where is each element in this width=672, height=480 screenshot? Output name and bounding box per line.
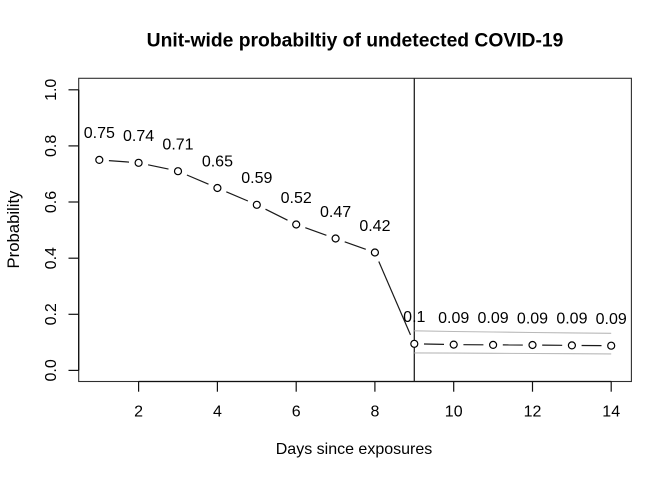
svg-text:8: 8 — [370, 404, 379, 421]
svg-text:0.71: 0.71 — [162, 137, 193, 154]
svg-text:0.8: 0.8 — [43, 135, 60, 157]
svg-text:Days since exposures: Days since exposures — [276, 441, 433, 458]
svg-text:0.09: 0.09 — [517, 310, 548, 327]
svg-text:6: 6 — [292, 404, 301, 421]
svg-text:Probability: Probability — [4, 190, 23, 269]
svg-text:2: 2 — [134, 404, 143, 421]
svg-text:0.2: 0.2 — [43, 303, 60, 325]
svg-text:0.52: 0.52 — [281, 190, 312, 207]
svg-text:1.0: 1.0 — [43, 79, 60, 101]
svg-text:0.09: 0.09 — [478, 310, 509, 327]
svg-text:0.0: 0.0 — [43, 359, 60, 381]
svg-text:0.47: 0.47 — [320, 204, 351, 221]
svg-text:4: 4 — [213, 404, 222, 421]
svg-text:10: 10 — [445, 404, 463, 421]
svg-text:12: 12 — [524, 404, 542, 421]
svg-text:0.09: 0.09 — [556, 311, 587, 328]
svg-text:0.4: 0.4 — [43, 247, 60, 269]
svg-text:14: 14 — [602, 404, 620, 421]
svg-text:0.09: 0.09 — [596, 311, 627, 328]
svg-text:0.6: 0.6 — [43, 191, 60, 213]
svg-text:0.75: 0.75 — [84, 125, 115, 142]
svg-text:0.42: 0.42 — [359, 218, 390, 235]
svg-text:0.74: 0.74 — [123, 128, 154, 145]
svg-text:Unit-wide probabiltiy of undet: Unit-wide probabiltiy of undetected COVI… — [147, 31, 564, 52]
svg-text:0.59: 0.59 — [241, 170, 272, 187]
svg-text:0.1: 0.1 — [403, 309, 425, 326]
svg-text:0.09: 0.09 — [438, 310, 469, 327]
svg-text:0.65: 0.65 — [202, 153, 233, 170]
